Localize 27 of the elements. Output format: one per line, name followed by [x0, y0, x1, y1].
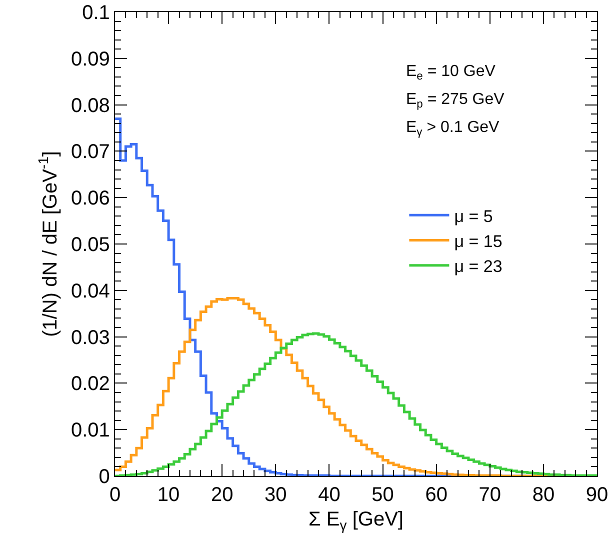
- x-tick-label: 90: [586, 484, 608, 506]
- legend-label: μ = 5: [454, 206, 493, 226]
- x-tick-label: 30: [264, 484, 287, 506]
- x-tick-label: 10: [157, 484, 180, 506]
- x-tick-label: 80: [532, 484, 555, 506]
- x-tick-label: 70: [478, 484, 502, 506]
- y-tick-label: 0.02: [70, 373, 110, 396]
- x-tick-label: 20: [210, 484, 234, 506]
- y-tick-label: 0.01: [70, 420, 110, 442]
- y-tick-label: 0.09: [70, 48, 110, 70]
- y-tick-label: 0.08: [70, 94, 110, 117]
- annotation: E$_{p}$ = 275 GeV: [406, 91, 505, 110]
- x-tick-label: 50: [372, 484, 394, 506]
- annotation: E$_{γ}$ > 0.1 GeV: [406, 119, 500, 138]
- x-tick-label: 40: [318, 484, 340, 506]
- annotation: E$_{e}$ = 10 GeV: [406, 63, 496, 82]
- legend-label: μ = 15: [454, 232, 502, 251]
- y-tick-label: 0: [98, 466, 110, 488]
- y-tick-label: 0.06: [70, 188, 110, 210]
- y-tick-label: 0.03: [70, 326, 110, 349]
- y-tick-label: 0.1: [82, 2, 110, 24]
- y-tick-label: 0.05: [70, 234, 110, 256]
- y-tick-label: 0.04: [70, 280, 110, 302]
- x-tick-label: 60: [425, 484, 448, 506]
- legend-label: μ = 23: [454, 256, 502, 276]
- y-tick-label: 0.07: [70, 141, 110, 164]
- x-axis-title: Σ E$_{γ}$ [GeV]: [308, 508, 404, 533]
